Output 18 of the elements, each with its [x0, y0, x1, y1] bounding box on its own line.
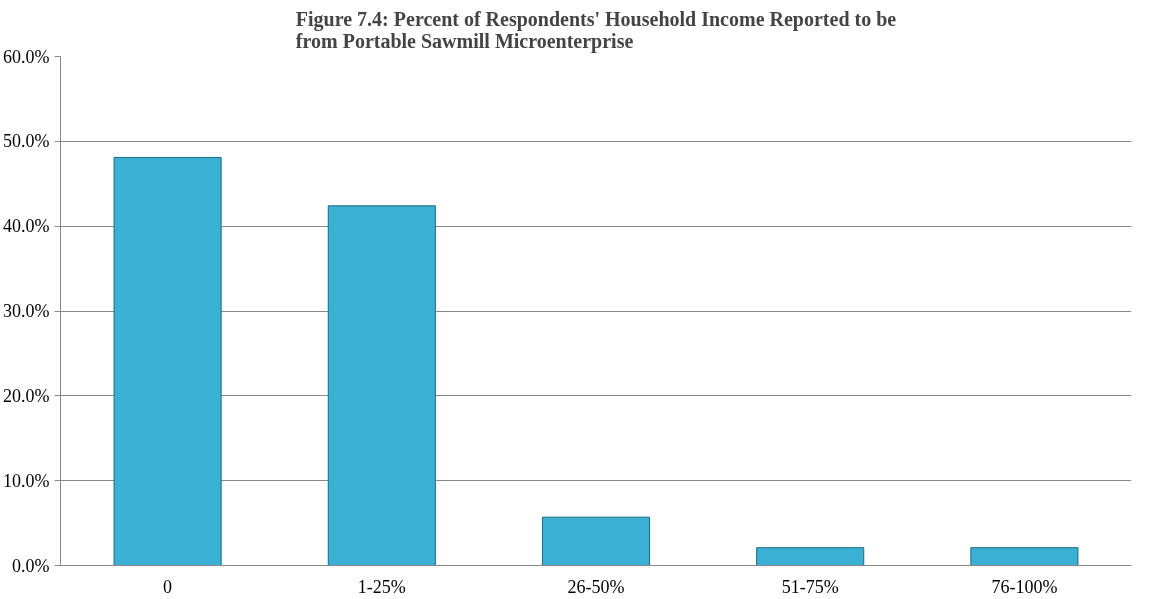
y-tick-label: 40.0%	[3, 216, 50, 237]
y-tick-label: 60.0%	[3, 46, 50, 67]
bar	[113, 156, 222, 566]
y-tick-label: 0.0%	[12, 555, 50, 576]
x-tick-label: 0	[163, 576, 173, 597]
bar	[970, 547, 1079, 566]
bar	[327, 205, 436, 566]
y-tick-label: 30.0%	[3, 301, 50, 321]
y-tick-label: 50.0%	[3, 131, 50, 152]
y-tick-label: 20.0%	[3, 385, 50, 406]
x-tick-label: 76-100%	[991, 576, 1058, 597]
x-tick-label: 51-75%	[781, 576, 839, 597]
x-tick-label: 1-25%	[357, 576, 406, 597]
y-tick-label: 10.0%	[3, 470, 50, 491]
bar	[756, 547, 865, 566]
chart-title: Figure 7.4: Percent of Respondents' Household Income Reported to be from Portable Sawmill Microenterprise	[295, 7, 897, 53]
x-tick-label: 26-50%	[567, 576, 625, 597]
bar	[541, 516, 651, 566]
